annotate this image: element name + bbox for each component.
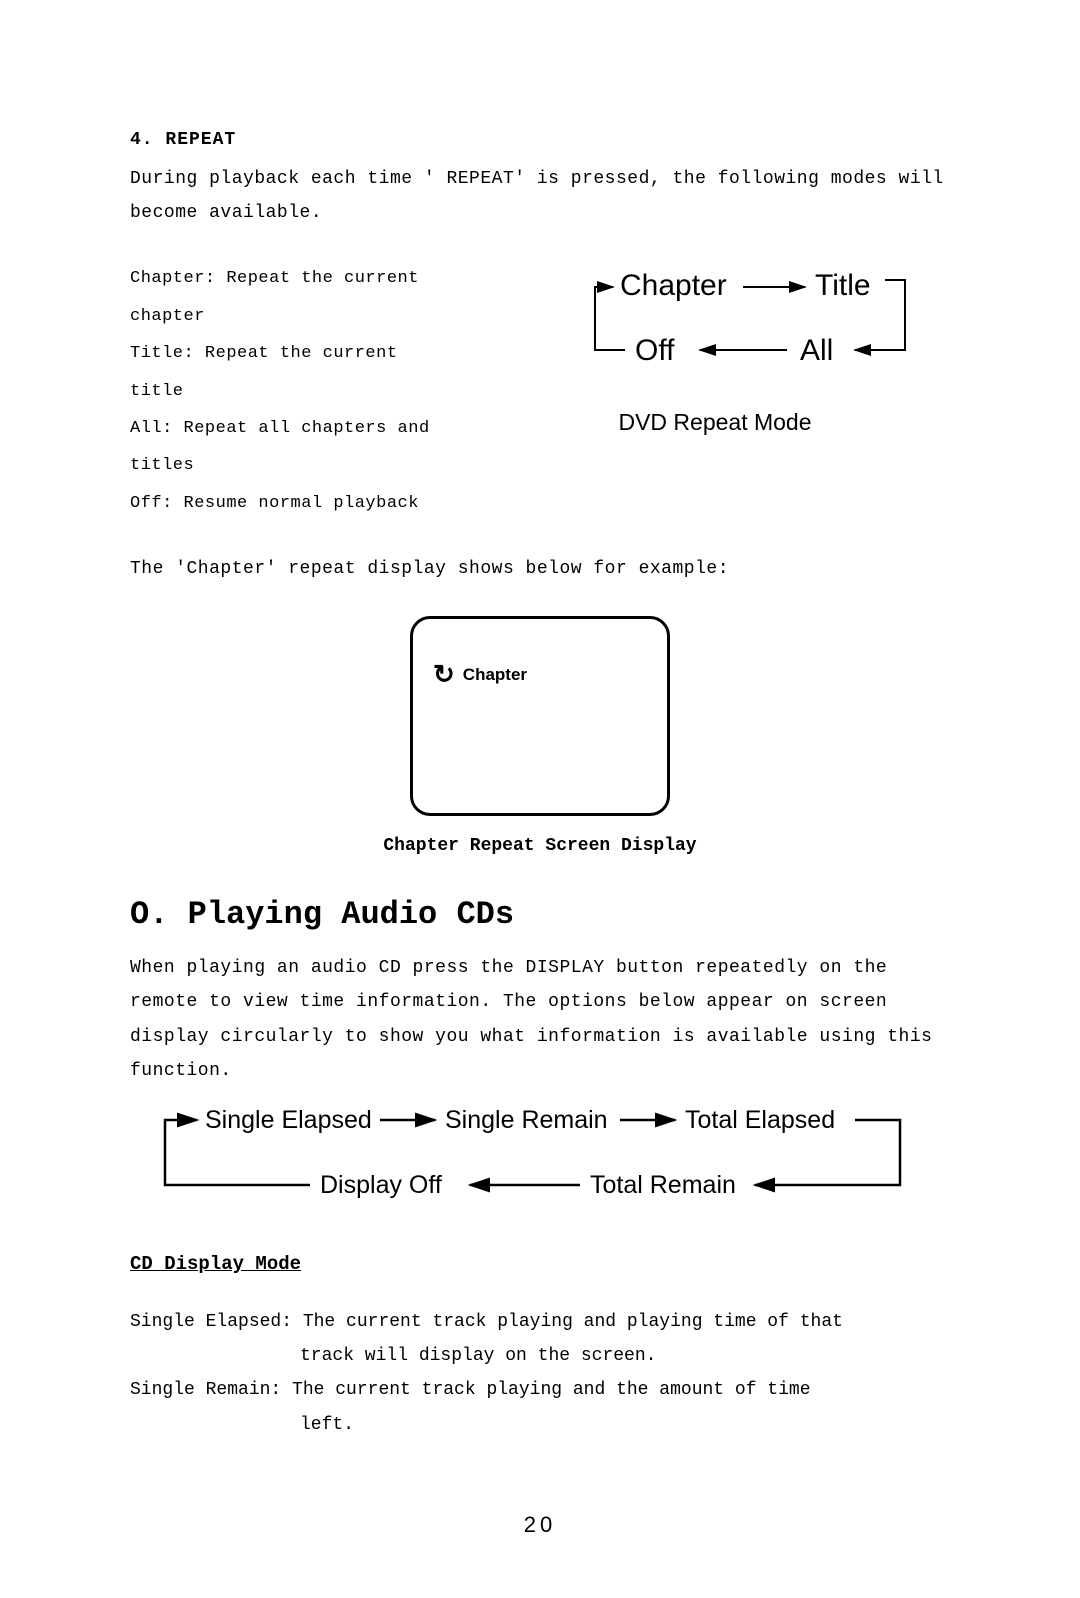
node-total-remain: Total Remain	[590, 1171, 736, 1199]
repeat-intro: During playback each time ' REPEAT' is p…	[130, 162, 950, 230]
chapter-label: Chapter	[463, 665, 527, 685]
node-title: Title	[815, 269, 871, 302]
audio-heading: O. Playing Audio CDs	[130, 896, 950, 933]
page-number: 20	[130, 1512, 950, 1538]
node-off: Off	[635, 334, 675, 367]
node-display-off: Display Off	[320, 1171, 442, 1199]
dvd-diagram-caption: DVD Repeat Mode	[480, 409, 950, 436]
def-single-remain-l1: Single Remain: The current track playing…	[130, 1380, 811, 1400]
node-all: All	[800, 334, 833, 367]
cd-display-mode-heading: CD Display Mode	[130, 1253, 950, 1275]
cd-display-diagram: Single Elapsed Single Remain Total Elaps…	[130, 1098, 950, 1223]
mode-title: Title: Repeat the current title	[130, 335, 450, 410]
repeat-row: Chapter: Repeat the current chapter Titl…	[130, 260, 950, 522]
repeat-icon: ↻	[433, 659, 455, 690]
node-total-elapsed: Total Elapsed	[685, 1106, 835, 1134]
audio-intro: When playing an audio CD press the DISPL…	[130, 951, 950, 1088]
mode-off: Off: Resume normal playback	[130, 485, 450, 522]
chapter-repeat-screen: ↻ Chapter	[410, 616, 670, 816]
node-chapter: Chapter	[620, 269, 727, 302]
repeat-heading: 4. REPEAT	[130, 130, 950, 150]
repeat-example-text: The 'Chapter' repeat display shows below…	[130, 552, 950, 586]
screen-box-caption: Chapter Repeat Screen Display	[130, 836, 950, 856]
node-single-elapsed: Single Elapsed	[205, 1106, 372, 1134]
page-content: 4. REPEAT During playback each time ' RE…	[0, 0, 1080, 1598]
node-single-remain: Single Remain	[445, 1106, 608, 1134]
repeat-mode-list: Chapter: Repeat the current chapter Titl…	[130, 260, 450, 522]
def-single-remain: Single Remain: The current track playing…	[130, 1373, 950, 1441]
def-single-remain-l2: left.	[130, 1408, 950, 1442]
def-single-elapsed: Single Elapsed: The current track playin…	[130, 1305, 950, 1373]
def-single-elapsed-l2: track will display on the screen.	[130, 1339, 950, 1373]
mode-all: All: Repeat all chapters and titles	[130, 410, 450, 485]
def-single-elapsed-l1: Single Elapsed: The current track playin…	[130, 1312, 843, 1332]
dvd-repeat-diagram: Chapter Title Off All DVD Repeat Mode	[480, 260, 950, 430]
mode-chapter: Chapter: Repeat the current chapter	[130, 260, 450, 335]
